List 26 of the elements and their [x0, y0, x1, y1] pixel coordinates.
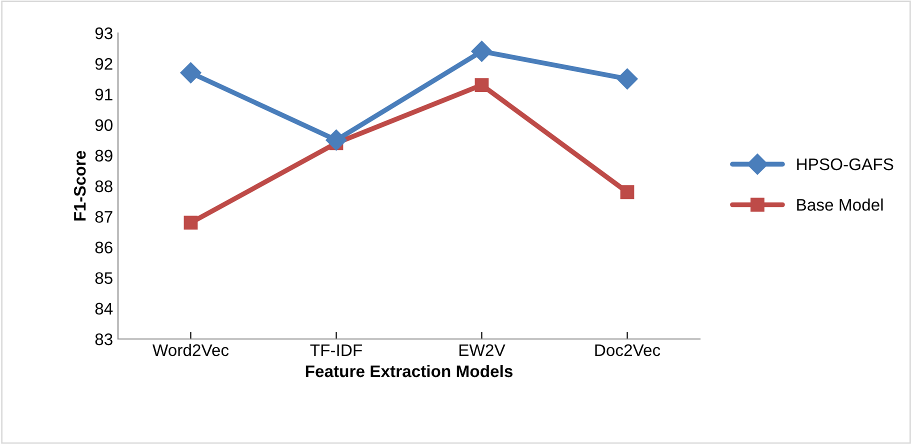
y-tick-label: 89 [95, 150, 112, 162]
x-tick-label: TF-IDF [310, 344, 362, 356]
legend-label: Base Model [797, 198, 883, 211]
y-tick-label: 85 [95, 272, 112, 284]
point [471, 40, 492, 62]
y-tick-label: 91 [95, 88, 112, 100]
point [180, 62, 202, 84]
y-tick-label: 92 [95, 58, 112, 70]
y-axis-title: F1-Score [74, 150, 86, 221]
point [474, 78, 489, 92]
y-tick-label: 83 [95, 333, 112, 346]
x-tick-label: Doc2Vec [595, 344, 660, 356]
x-tick-label: Word2Vec [152, 344, 229, 356]
legend-label: HPSO-GAFS [797, 158, 894, 170]
point [620, 185, 634, 200]
y-tick-label: 86 [95, 242, 112, 254]
x-tick-label: EW2V [460, 344, 506, 356]
point [326, 130, 347, 151]
y-tick-label: 87 [95, 211, 112, 223]
point [616, 68, 638, 90]
x-axis-title: Feature Extraction Models [306, 364, 513, 378]
y-tick-label: 88 [95, 180, 112, 192]
point [184, 216, 198, 230]
y-tick-label: 93 [95, 27, 112, 40]
y-tick-label: 90 [95, 119, 112, 132]
y-tick-label: 84 [95, 302, 113, 315]
